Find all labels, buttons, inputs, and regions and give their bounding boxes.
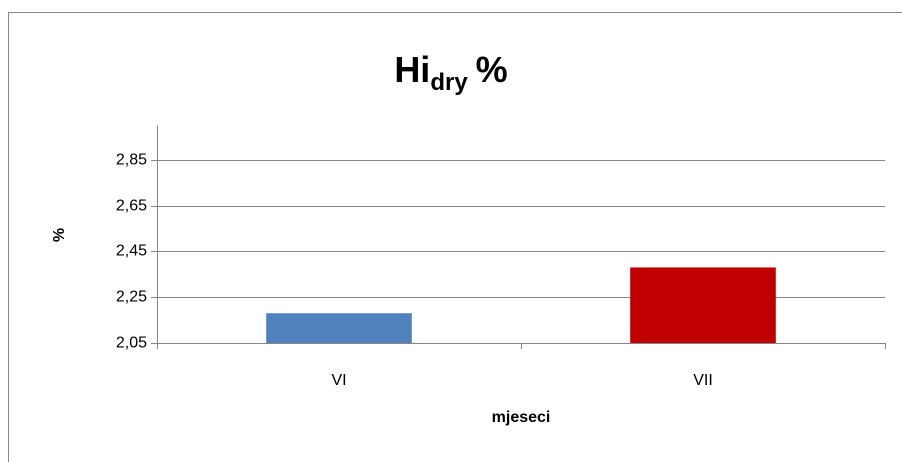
title-main: Hi (394, 49, 430, 90)
y-tick-label: 2,85 (116, 152, 147, 169)
x-axis-label: mjeseci (492, 409, 551, 426)
chart-frame (8, 12, 902, 462)
title-subscript: dry (430, 69, 468, 96)
y-axis-label: % (51, 228, 68, 242)
bar (266, 313, 412, 343)
chart-title: Hidry% (394, 49, 507, 97)
x-tick-label: VI (331, 372, 346, 389)
y-tick-label: 2,25 (116, 289, 147, 306)
title-suffix: % (476, 49, 508, 90)
bar (630, 267, 776, 343)
y-tick-label: 2,65 (116, 198, 147, 215)
y-tick-label: 2,45 (116, 243, 147, 260)
x-tick-label: VII (693, 372, 713, 389)
y-tick-label: 2,05 (116, 335, 147, 352)
